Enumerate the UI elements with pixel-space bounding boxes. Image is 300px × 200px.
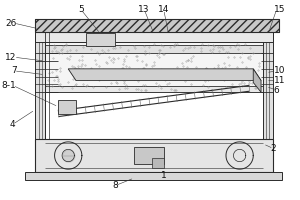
Bar — [45, 45, 263, 53]
Bar — [45, 42, 263, 92]
Bar — [152, 158, 164, 168]
Text: 26: 26 — [5, 19, 16, 28]
Text: 7: 7 — [11, 66, 16, 75]
Bar — [35, 19, 279, 32]
Text: 8-1: 8-1 — [1, 81, 16, 90]
Bar — [45, 86, 263, 92]
Bar — [86, 33, 115, 46]
Text: 14: 14 — [158, 5, 169, 14]
Bar — [35, 32, 45, 151]
Polygon shape — [253, 69, 261, 92]
Text: 12: 12 — [5, 53, 16, 62]
Polygon shape — [68, 69, 261, 81]
Text: 2: 2 — [271, 144, 276, 153]
Bar — [58, 100, 76, 114]
Text: 6: 6 — [274, 86, 280, 95]
Text: 5: 5 — [78, 5, 84, 14]
Bar — [35, 19, 279, 32]
Text: 10: 10 — [274, 66, 285, 75]
Bar — [35, 32, 273, 42]
Text: 1: 1 — [161, 171, 167, 180]
Text: 13: 13 — [138, 5, 150, 14]
Text: 11: 11 — [274, 76, 285, 85]
Text: 8: 8 — [112, 181, 118, 190]
Bar — [26, 172, 283, 180]
Bar — [134, 147, 164, 164]
Text: 15: 15 — [274, 5, 285, 14]
Bar — [263, 32, 273, 151]
Bar — [35, 139, 273, 172]
Text: 4: 4 — [10, 120, 16, 129]
